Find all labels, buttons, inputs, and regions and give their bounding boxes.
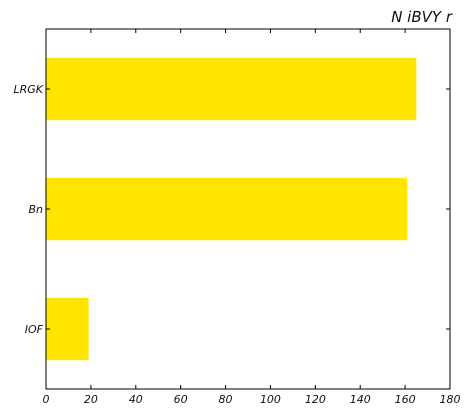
y-tick-label: LRGK: [13, 83, 43, 96]
x-tick-label: 20: [84, 393, 98, 406]
x-tick-label: 40: [129, 393, 143, 406]
x-tick-label: 180: [440, 393, 461, 406]
bar-lrgk: [46, 57, 417, 121]
x-tick-label: 0: [43, 393, 50, 406]
x-tick-label: 60: [174, 393, 188, 406]
x-tick-label: 80: [219, 393, 233, 406]
x-tick-label: 100: [260, 393, 281, 406]
y-tick-label: Bn: [28, 203, 43, 216]
y-tick-label: IOF: [25, 323, 44, 336]
x-tick-label: 140: [350, 393, 371, 406]
axes-layer: 0 20 40 60 80 100 120 140 160 180 IOF Bn LRGK: [13, 28, 461, 406]
bars-layer: [46, 57, 417, 361]
bar-bn: [46, 177, 408, 241]
bar-iof: [46, 297, 89, 361]
x-tick-label: 160: [395, 393, 416, 406]
x-tick-label: 120: [305, 393, 326, 406]
chart-title: N iBVY r: [391, 8, 453, 26]
